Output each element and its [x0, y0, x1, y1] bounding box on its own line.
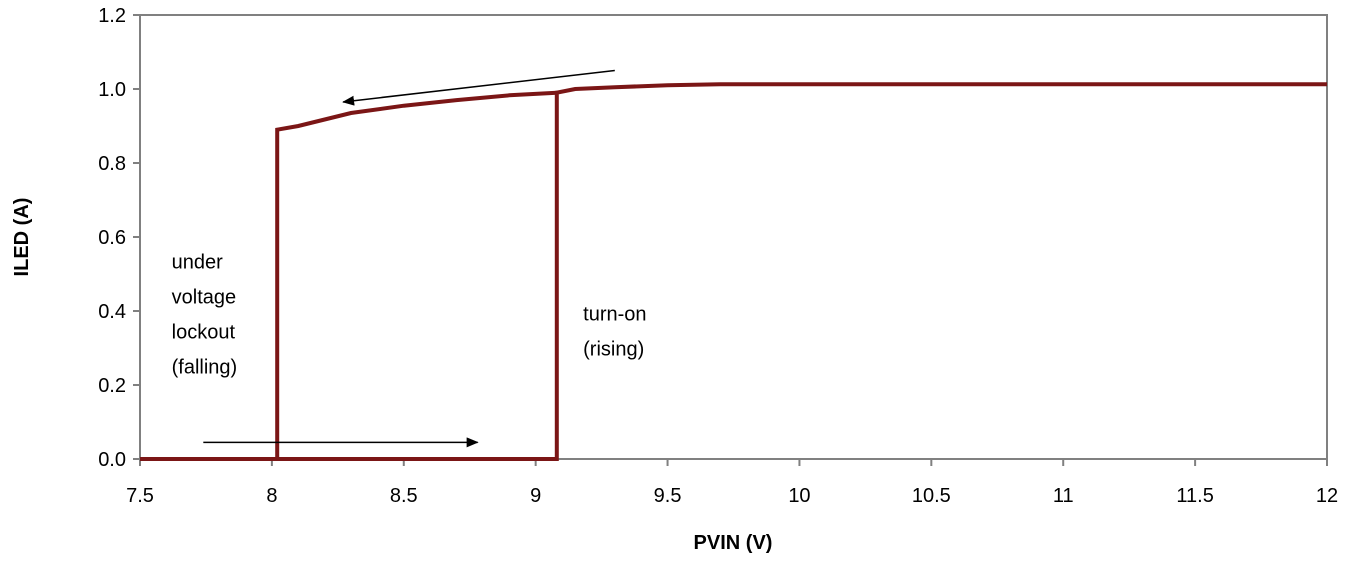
uvlo-annotation-line: under — [172, 251, 223, 273]
y-tick-label: 0.8 — [98, 153, 126, 175]
y-tick-label: 1.2 — [98, 5, 126, 27]
plot-frame — [139, 14, 1328, 460]
x-tick-label: 8.5 — [390, 485, 418, 507]
series-layer — [140, 82, 1327, 461]
uvlo-annotation-line: voltage — [172, 286, 237, 308]
x-tick-label: 8 — [266, 485, 277, 507]
x-tick-label: 9.5 — [654, 485, 682, 507]
x-tick-label: 9 — [530, 485, 541, 507]
y-tick-label: 0.6 — [98, 227, 126, 249]
x-tick-label: 7.5 — [126, 485, 154, 507]
y-tick-label: 1.0 — [98, 79, 126, 101]
y-tick-label: 0.2 — [98, 375, 126, 397]
y-axis-title: ILED (A) — [11, 198, 33, 277]
x-axis-title: PVIN (V) — [694, 532, 773, 554]
series-line-1 — [140, 82, 1327, 461]
uvlo-annotation-line: lockout — [172, 321, 236, 343]
x-tick-label: 12 — [1316, 485, 1338, 507]
x-tick-label: 10.5 — [912, 485, 951, 507]
arrow-falling — [342, 69, 615, 106]
y-axis: 0.0 0.2 0.4 0.6 0.8 1.0 1.2 — [98, 5, 140, 471]
x-tick-label: 11 — [1053, 485, 1074, 507]
uvlo-annotation-line: (falling) — [172, 356, 238, 378]
plot-area — [139, 14, 1328, 460]
turnon-annotation-line: turn-on — [583, 303, 646, 325]
arrows-layer — [203, 69, 615, 448]
y-tick-label: 0.0 — [98, 449, 126, 471]
turnon-annotation-line: (rising) — [583, 338, 644, 360]
x-tick-label: 11.5 — [1176, 485, 1213, 507]
annotation-layer: under voltage lockout (falling) turn-on (risi… — [172, 251, 647, 378]
x-tick-label: 10 — [788, 485, 810, 507]
x-axis: 7.5 8 8.5 9 9.5 10 10.5 11 11.5 12 — [126, 459, 1338, 507]
series-line-2 — [140, 90, 557, 461]
y-tick-label: 0.4 — [98, 301, 126, 323]
